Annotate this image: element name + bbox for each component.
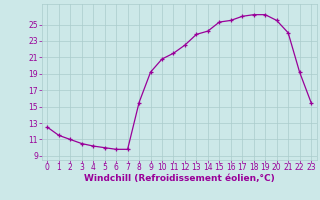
X-axis label: Windchill (Refroidissement éolien,°C): Windchill (Refroidissement éolien,°C): [84, 174, 275, 183]
